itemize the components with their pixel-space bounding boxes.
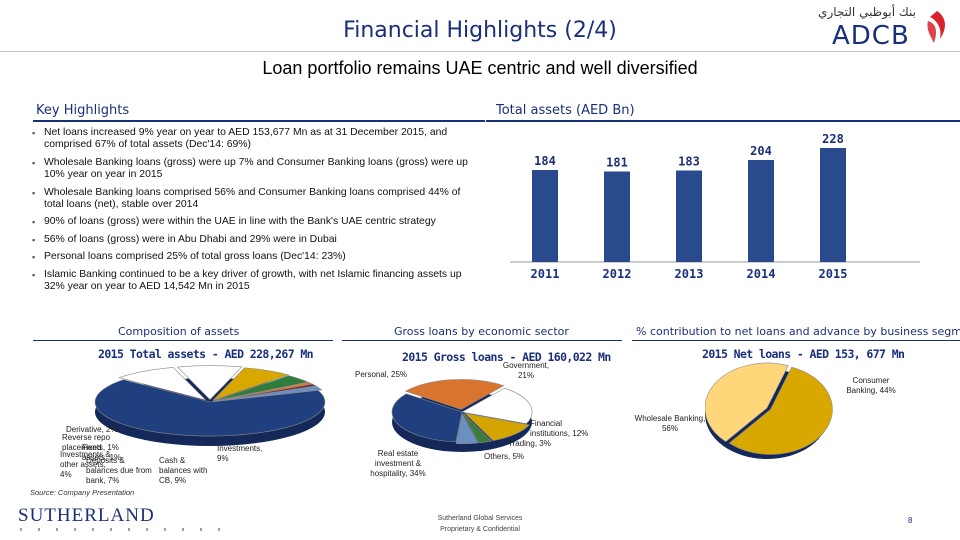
pie3-label-wholesale: Wholesale Banking, 56% — [634, 414, 706, 433]
key-highlights-list: Net loans increased 9% year on year to A… — [30, 127, 475, 298]
highlight-bullet: 56% of loans (gross) were in Abu Dhabi a… — [30, 234, 475, 247]
pie3-label-consumer: Consumer Banking, 44% — [846, 376, 896, 395]
adcb-logo: بنك أبوظبي التجاري ADCB — [818, 5, 952, 51]
source-note: Source: Company Presentation — [30, 488, 135, 497]
bar-value-label: 184 — [534, 154, 556, 168]
footer-company-line: Sutherland Global Services — [437, 515, 523, 522]
pie-slice-wholesale-banking — [728, 366, 833, 455]
page-number: 8 — [908, 516, 913, 525]
pie-slice-financial-institutions — [463, 412, 530, 441]
contribution-heading: % contribution to net loans and advance … — [636, 325, 960, 338]
gross-loans-pie-chart — [391, 379, 533, 452]
composition-heading: Composition of assets — [118, 325, 240, 338]
page-subtitle: Loan portfolio remains UAE centric and w… — [262, 58, 698, 78]
key-highlights-rule — [33, 120, 485, 122]
pie1-label-investments: Investments, 9% — [217, 444, 263, 463]
pie-slice-deposits-balances-due-from-bank — [212, 367, 290, 401]
composition-subtitle: 2015 Total assets - AED 228,267 Mn — [98, 347, 314, 361]
bar-value-label: 181 — [606, 156, 628, 170]
x-tick-label: 2012 — [603, 267, 632, 281]
gross-loans-subtitle: 2015 Gross loans - AED 160,022 Mn — [402, 350, 611, 364]
bar-2011 — [532, 170, 558, 262]
bar-value-label: 228 — [822, 132, 844, 146]
pie1-label-investments-other: Investments & other assets, 4% — [60, 450, 111, 479]
bar-2015 — [820, 148, 846, 262]
highlight-bullet: Personal loans comprised 25% of total gr… — [30, 251, 475, 264]
pie1-label-cash: Cash & balances with CB, 9% — [159, 456, 208, 485]
total-assets-heading: Total assets (AED Bn) — [496, 103, 635, 118]
logo-arabic-text: بنك أبوظبي التجاري — [818, 5, 916, 19]
adcb-emblem-icon — [927, 11, 946, 43]
title-divider — [0, 51, 960, 52]
pie2-label-government: Government, 21% — [502, 361, 550, 380]
pie-slice-derivative — [213, 385, 323, 402]
pie-slice-consumer-banking — [705, 362, 789, 443]
pie-slice-personal — [404, 379, 505, 410]
pie1-label-reverse-repo: Reverse repo placements, 1% — [62, 433, 119, 452]
bar-2014 — [748, 160, 774, 262]
pie1-label-derivative: Derivative, 2% — [66, 425, 118, 434]
pie-slice-cash-balances-with-cb — [176, 365, 243, 401]
x-tick-label: 2013 — [675, 267, 704, 281]
highlight-bullet: Islamic Banking continued to be a key dr… — [30, 269, 475, 294]
x-tick-label: 2015 — [819, 267, 848, 281]
highlight-bullet: Net loans increased 9% year on year to A… — [30, 127, 475, 152]
contribution-pie-chart — [705, 362, 833, 459]
pie-slice-government — [461, 387, 533, 425]
pie-slice-real-estate-investment-hospitality — [391, 393, 463, 443]
pie2-label-financial: Financial institutions, 12% — [530, 419, 589, 438]
highlight-bullet: Wholesale Banking loans (gross) were up … — [30, 157, 475, 182]
gross-loans-heading: Gross loans by economic sector — [394, 325, 569, 338]
x-tick-label: 2014 — [747, 267, 776, 281]
sutherland-logo-dots — [20, 528, 230, 531]
footer-confidential-line: Proprietary & Confidential — [440, 526, 520, 533]
logo-english-text: ADCB — [832, 21, 910, 51]
composition-rule — [33, 340, 333, 341]
contribution-rule — [632, 340, 960, 341]
bar-2012 — [604, 171, 630, 262]
pie2-label-personal: Personal, 25% — [355, 370, 408, 379]
contribution-subtitle: 2015 Net loans - AED 153, 677 Mn — [702, 347, 905, 361]
pie-slice-investments — [118, 367, 207, 401]
sutherland-logo: SUTHERLAND — [18, 505, 155, 526]
pie1-label-fixed-assets: Fixed assets, 1% — [82, 443, 122, 462]
pie1-label-deposits: Deposits & balances due from bank, 7% — [86, 456, 152, 485]
bar-2013 — [676, 170, 702, 262]
bar-value-label: 183 — [678, 155, 700, 169]
total-assets-rule — [486, 120, 960, 122]
pie-slice-trading — [462, 413, 493, 444]
page-title: Financial Highlights (2/4) — [343, 18, 617, 43]
footer-confidential: Sutherland Global Services Proprietary &… — [380, 513, 580, 535]
pie2-label-trading: Trading, 3% — [508, 439, 551, 448]
highlight-bullet: Wholesale Banking loans comprised 56% an… — [30, 187, 475, 212]
key-highlights-heading: Key Highlights — [36, 103, 130, 118]
pie-slice-loans-advances — [94, 379, 326, 437]
bar-value-label: 204 — [750, 144, 772, 158]
pie2-label-others: Others, 5% — [484, 452, 525, 461]
pie-slice-others — [455, 412, 479, 445]
gross-loans-rule — [342, 340, 622, 341]
composition-pie-chart — [94, 365, 326, 446]
total-assets-bar-chart: 184 2011 181 2012 183 2013 204 2014 228 2015 — [510, 132, 920, 281]
x-tick-label: 2011 — [531, 267, 560, 281]
highlight-bullet: 90% of loans (gross) were within the UAE… — [30, 216, 475, 229]
pie2-label-real-estate: Real estate investment & hospitality, 34… — [370, 449, 426, 478]
